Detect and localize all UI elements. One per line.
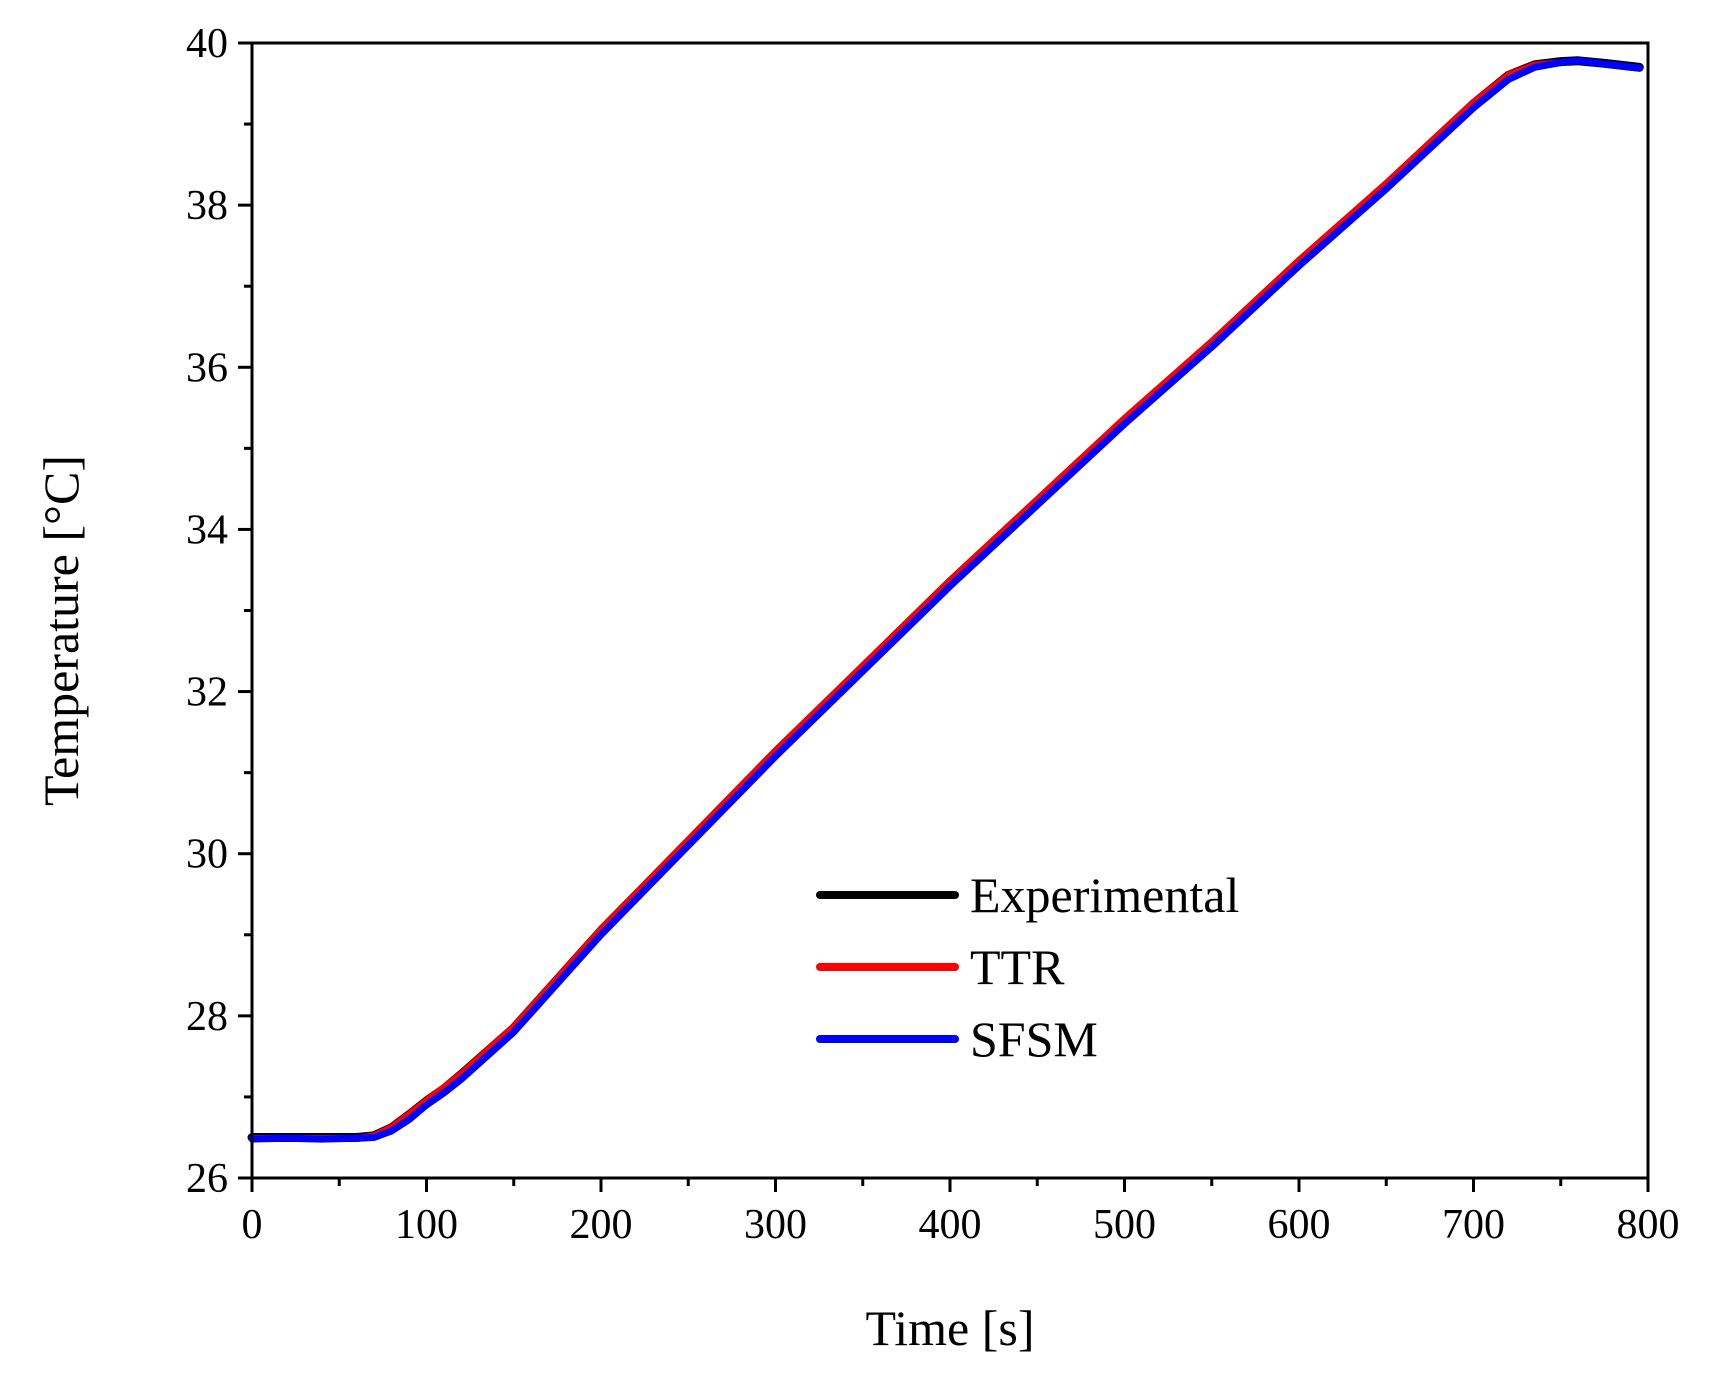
y-tick-label: 38 <box>186 183 228 229</box>
y-tick-label: 40 <box>186 21 228 67</box>
y-tick-label: 34 <box>186 507 228 553</box>
x-tick-label: 700 <box>1442 1202 1505 1248</box>
y-tick-label: 30 <box>186 832 228 878</box>
legend: Experimental TTR SFSM <box>816 867 1239 1067</box>
plot-frame <box>250 41 1650 1180</box>
y-tick-label: 32 <box>186 670 228 716</box>
series-line-sfsm <box>248 57 1643 1143</box>
x-tick-label: 500 <box>1093 1202 1156 1248</box>
y-tick-label: 28 <box>186 994 228 1040</box>
y-axis-title: Temperature [°C] <box>33 455 89 806</box>
y-tick-label: 26 <box>186 1156 228 1202</box>
x-tick-label: 100 <box>395 1202 458 1248</box>
tick-labels: 0 100 200 300 400 500 600 700 800 26 28 30 32 34 36 38 4… <box>186 21 1680 1248</box>
x-tick-label: 800 <box>1617 1202 1680 1248</box>
x-tick-label: 400 <box>919 1202 982 1248</box>
legend-label-ttr: TTR <box>970 939 1065 995</box>
x-tick-label: 600 <box>1268 1202 1331 1248</box>
legend-label-experimental: Experimental <box>970 867 1239 923</box>
x-tick-label: 200 <box>570 1202 633 1248</box>
legend-label-sfsm: SFSM <box>970 1011 1098 1067</box>
series-lines <box>247 56 1644 1143</box>
y-tick-label: 36 <box>186 345 228 391</box>
x-tick-label: 300 <box>744 1202 807 1248</box>
x-axis-title: Time [s] <box>865 1300 1034 1356</box>
x-tick-label: 0 <box>242 1202 263 1248</box>
